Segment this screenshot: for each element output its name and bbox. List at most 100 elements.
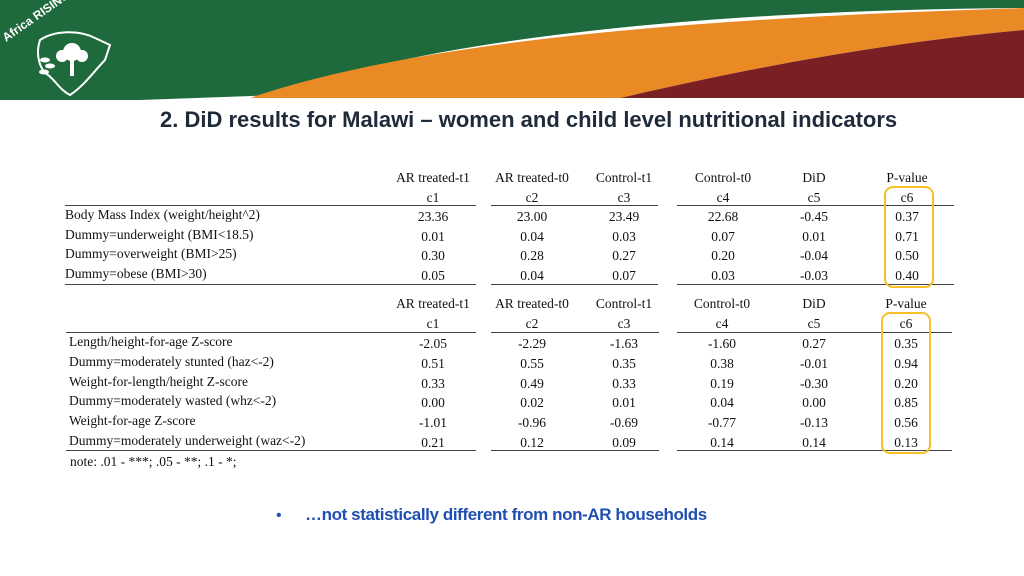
column-code: c4 xyxy=(716,189,730,205)
table-cell: 0.05 xyxy=(421,267,445,283)
row-label: Dummy=moderately wasted (whz<-2) xyxy=(69,393,277,409)
row-label: Dummy=overweight (BMI>25) xyxy=(65,246,237,261)
table-cell: 0.00 xyxy=(421,395,445,411)
p-value-cell: 0.13 xyxy=(894,435,918,450)
table-cell: -1.60 xyxy=(707,336,737,351)
table-cell: 23.36 xyxy=(417,209,449,224)
table-cell: 0.27 xyxy=(612,248,636,263)
table-cell: 0.12 xyxy=(520,435,544,450)
table-cell: 0.21 xyxy=(421,435,445,450)
column-header: DiD xyxy=(802,170,826,185)
table-cell: 0.14 xyxy=(710,435,734,450)
column-header: AR treated-t0 xyxy=(495,296,569,311)
column-code: c1 xyxy=(426,315,440,331)
column-code: c3 xyxy=(617,189,631,205)
table-cell: 0.51 xyxy=(421,355,445,371)
column-code: c2 xyxy=(525,315,539,331)
table-cell: 0.35 xyxy=(612,355,636,371)
table-rule xyxy=(66,450,476,451)
table-cell: 0.07 xyxy=(711,228,735,244)
p-value-cell: 0.56 xyxy=(894,415,918,431)
table-cell: 0.33 xyxy=(612,375,636,391)
bullet-point: • xyxy=(276,507,282,524)
row-label: Weight-for-length/height Z-score xyxy=(69,373,248,389)
table-cell: 0.27 xyxy=(802,336,826,351)
column-header: P-value xyxy=(885,296,927,311)
tree-icon xyxy=(56,43,88,76)
p-value-cell: 0.40 xyxy=(895,267,919,283)
column-code: c4 xyxy=(715,315,729,331)
table-cell: -0.13 xyxy=(799,415,829,431)
banner-green-band xyxy=(0,0,1024,100)
table-cell: 22.68 xyxy=(707,209,739,224)
p-value-cell: 0.37 xyxy=(895,209,919,224)
table-cell: 0.04 xyxy=(520,267,544,283)
banner-maroon-band xyxy=(620,30,1024,98)
plant-icon xyxy=(39,57,55,75)
table-cell: 0.04 xyxy=(520,228,544,244)
significance-note: note: .01 - ***; .05 - **; .1 - *; xyxy=(70,454,237,469)
column-header: Control-t0 xyxy=(693,296,751,311)
p-value-cell: 0.85 xyxy=(894,395,918,411)
table-cell: -1.63 xyxy=(609,336,639,351)
table-cell: 0.01 xyxy=(421,228,445,244)
column-header: AR treated-t1 xyxy=(396,296,470,311)
p-value-cell: 0.94 xyxy=(894,355,918,371)
column-code: c6 xyxy=(899,315,913,331)
table-rule xyxy=(491,205,658,206)
column-code: c2 xyxy=(525,189,539,205)
table-cell: 0.03 xyxy=(612,228,636,244)
column-header: Control-t0 xyxy=(694,170,752,185)
table-cell: 0.38 xyxy=(710,355,734,371)
column-header: Control-t1 xyxy=(595,170,653,185)
table-cell: 0.03 xyxy=(711,267,735,283)
table-rule xyxy=(66,332,476,333)
column-code: c1 xyxy=(426,189,440,205)
table-cell: 0.19 xyxy=(710,375,734,391)
row-label: Dummy=obese (BMI>30) xyxy=(65,265,207,281)
table-cell: -0.30 xyxy=(799,375,829,391)
table-cell: -0.45 xyxy=(799,209,829,224)
table-cell: -0.04 xyxy=(799,248,829,263)
column-header: Control-t1 xyxy=(595,296,653,311)
table-cell: 0.49 xyxy=(520,375,544,391)
banner-orange-band xyxy=(250,8,1024,98)
pvalue-highlight-box-1 xyxy=(884,186,934,288)
table-rule xyxy=(677,284,954,285)
table-rule xyxy=(677,450,952,451)
column-header: DiD xyxy=(802,296,826,311)
table-cell: 0.01 xyxy=(612,395,636,411)
table-cell: 0.02 xyxy=(520,395,544,411)
table-cell: 0.55 xyxy=(520,355,544,371)
column-code: c6 xyxy=(900,189,914,205)
p-value-cell: 0.35 xyxy=(894,336,918,351)
slide-title: 2. DiD results for Malawi – women and ch… xyxy=(160,107,898,132)
table-cell: -1.01 xyxy=(418,415,448,431)
table-cell: 23.49 xyxy=(608,209,640,224)
header-banner xyxy=(0,0,1024,100)
table-cell: 0.07 xyxy=(612,267,636,283)
table-cell: 0.33 xyxy=(421,375,445,391)
table-cell: -0.77 xyxy=(707,415,737,431)
table-cell: 23.00 xyxy=(516,209,548,224)
column-header: AR treated-t1 xyxy=(396,170,470,185)
pvalue-highlight-box-2 xyxy=(881,312,931,454)
table-rule xyxy=(491,284,658,285)
africa-map-icon xyxy=(37,31,112,97)
column-code: c5 xyxy=(807,315,821,331)
table-cell: -0.01 xyxy=(799,355,829,371)
table-cell: -2.29 xyxy=(517,336,547,351)
table-cell: 0.14 xyxy=(802,435,826,450)
table-rule xyxy=(65,284,476,285)
table-rule xyxy=(677,332,952,333)
africa-rising-logo: Africa RISING xyxy=(0,0,112,97)
row-label: Dummy=moderately stunted (haz<-2) xyxy=(69,353,274,369)
column-header: P-value xyxy=(886,170,928,185)
table-rule xyxy=(491,332,659,333)
table-cell: -2.05 xyxy=(418,336,448,351)
table-cell: -0.03 xyxy=(799,267,829,283)
column-code: c5 xyxy=(807,189,821,205)
table-cell: 0.09 xyxy=(612,435,636,450)
p-value-cell: 0.71 xyxy=(895,228,919,244)
table-cell: 0.01 xyxy=(802,228,826,244)
